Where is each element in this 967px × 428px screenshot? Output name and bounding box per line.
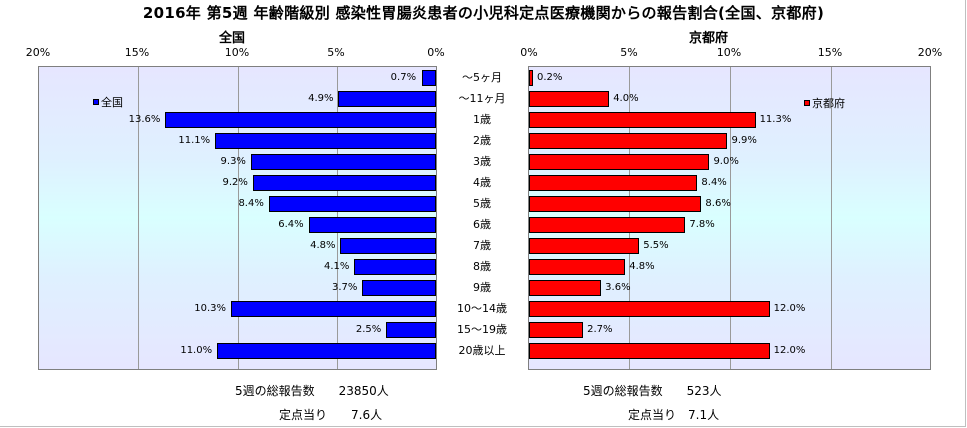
national-bar (268, 195, 436, 212)
kyoto-per-site: 定点当り 7.1人 (628, 408, 720, 422)
gridline (831, 67, 832, 369)
national-bar (250, 153, 436, 170)
gridline (138, 67, 139, 369)
national-value-label: 0.7% (390, 71, 417, 83)
category-label: 7歳 (473, 238, 491, 252)
national-value-label: 11.0% (180, 344, 213, 356)
kyoto-value-label: 0.2% (537, 71, 563, 83)
national-tick: 20% (25, 46, 51, 59)
kyoto-bar (529, 321, 584, 338)
category-label: 8歳 (473, 259, 491, 273)
kyoto-bar (529, 300, 770, 317)
kyoto-value-label: 12.0% (773, 344, 806, 356)
national-bar (386, 321, 436, 338)
national-value-label: 11.1% (178, 134, 211, 146)
national-panel-title: 全国 (219, 31, 246, 46)
kyoto-bar (529, 279, 602, 296)
national-value-label: 10.3% (194, 302, 227, 314)
national-bar (252, 174, 436, 191)
category-label: 5歳 (473, 196, 491, 210)
kyoto-bar (529, 258, 626, 275)
category-label: 〜11ヶ月 (458, 91, 506, 105)
kyoto-value-label: 4.0% (613, 92, 639, 104)
kyoto-value-label: 7.8% (689, 218, 715, 230)
kyoto-value-label: 5.5% (643, 239, 669, 251)
national-bar (362, 279, 436, 296)
kyoto-value-label: 4.8% (629, 260, 655, 272)
national-total-reports: 5週の総報告数 23850人 (235, 384, 389, 398)
kyoto-tick: 0% (520, 46, 538, 59)
national-bar (354, 258, 436, 275)
national-value-label: 9.2% (222, 176, 248, 188)
national-value-label: 6.4% (278, 218, 304, 230)
national-bar (215, 132, 436, 149)
kyoto-bar (529, 342, 770, 359)
kyoto-value-label: 2.7% (587, 323, 613, 335)
kyoto-total-reports: 5週の総報告数 523人 (583, 384, 722, 398)
national-value-label: 4.9% (308, 92, 334, 104)
national-value-label: 4.8% (310, 239, 336, 251)
national-tick: 10% (224, 46, 250, 59)
kyoto-bar (529, 132, 728, 149)
national-bar (340, 237, 436, 254)
category-label: 2歳 (473, 133, 491, 147)
category-label: 10〜14歳 (457, 301, 507, 315)
kyoto-value-label: 3.6% (605, 281, 631, 293)
kyoto-bar (529, 237, 640, 254)
national-legend-swatch (93, 99, 99, 105)
kyoto-bar (529, 90, 610, 107)
kyoto-value-label: 11.3% (759, 113, 792, 125)
kyoto-tick: 20% (917, 46, 943, 59)
kyoto-bar (529, 111, 756, 128)
national-value-label: 3.7% (331, 281, 358, 293)
national-bar (217, 342, 436, 359)
national-value-label: 13.6% (128, 113, 161, 125)
kyoto-value-label: 12.0% (773, 302, 806, 314)
kyoto-legend-label: 京都府 (812, 97, 845, 110)
national-legend-label: 全国 (101, 96, 123, 109)
kyoto-panel-title: 京都府 (689, 31, 729, 46)
kyoto-value-label: 9.0% (713, 155, 739, 167)
national-tick: 15% (124, 46, 150, 59)
kyoto-value-label: 8.6% (705, 197, 731, 209)
chart-title: 2016年 第5週 年齢階級別 感染性胃腸炎患者の小児科定点医療機関からの報告割… (142, 4, 825, 22)
national-tick: 0% (427, 46, 445, 59)
kyoto-legend: 京都府 (804, 95, 845, 111)
national-value-label: 4.1% (324, 260, 350, 272)
kyoto-value-label: 9.9% (731, 134, 757, 146)
category-label: 3歳 (473, 154, 491, 168)
national-tick: 5% (327, 46, 345, 59)
kyoto-bar (529, 216, 686, 233)
national-value-label: 2.5% (355, 323, 382, 335)
kyoto-tick: 15% (817, 46, 843, 59)
kyoto-value-label: 8.4% (701, 176, 727, 188)
kyoto-tick: 10% (716, 46, 742, 59)
category-label: 6歳 (473, 217, 491, 231)
national-value-label: 9.3% (220, 155, 246, 167)
kyoto-bar (529, 195, 702, 212)
gridline (730, 67, 731, 369)
gridline (238, 67, 239, 369)
national-bar (231, 300, 436, 317)
category-label: 15〜19歳 (457, 322, 507, 336)
national-bar (422, 69, 436, 86)
national-bar (308, 216, 436, 233)
category-label: 4歳 (473, 175, 491, 189)
category-label: 1歳 (473, 112, 491, 126)
kyoto-bar (529, 153, 710, 170)
category-label: 20歳以上 (458, 343, 506, 357)
kyoto-bar (529, 69, 533, 86)
category-label: 9歳 (473, 280, 491, 294)
national-per-site: 定点当り 7.6人 (279, 408, 383, 422)
national-legend: 全国 (93, 94, 123, 110)
kyoto-legend-swatch (804, 100, 810, 106)
national-bar (338, 90, 436, 107)
kyoto-tick: 5% (620, 46, 638, 59)
category-label: 〜5ヶ月 (462, 70, 502, 84)
national-bar (165, 111, 436, 128)
kyoto-bar (529, 174, 698, 191)
national-value-label: 8.4% (238, 197, 264, 209)
